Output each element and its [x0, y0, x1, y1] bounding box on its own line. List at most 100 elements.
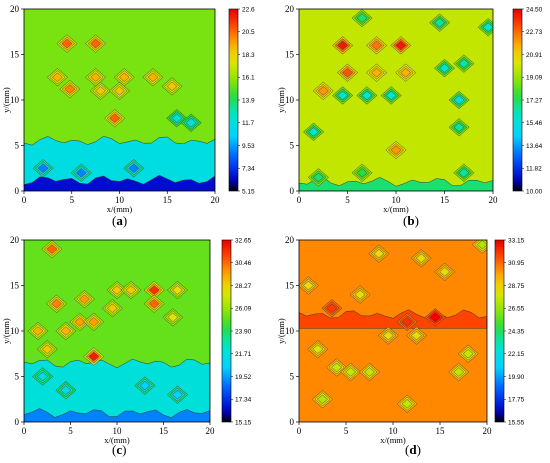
contour-spot: [361, 90, 373, 101]
contour-spot: [139, 380, 151, 391]
contour-spot: [118, 72, 130, 82]
contour-spot: [345, 367, 357, 377]
y-axis-label: y/(mm): [276, 318, 286, 344]
colorbar-tick-label: 26.55: [508, 306, 525, 313]
y-tick-label: 10: [285, 326, 295, 336]
x-axis-label: x/(mm): [107, 204, 133, 214]
colorbar-tick-label: 22.6: [242, 6, 255, 13]
field-layer: [24, 9, 215, 191]
contour-spot: [60, 326, 72, 336]
colorbar-tick-label: 23.90: [235, 328, 252, 335]
contour-spot: [46, 244, 58, 254]
contour-spot: [106, 303, 118, 313]
contour-spot: [41, 344, 53, 354]
contour-spot: [75, 168, 87, 178]
x-tick-label: 10: [392, 195, 402, 205]
colorbar-tick-label: 28.27: [235, 283, 252, 290]
x-tick-label: 0: [297, 426, 302, 436]
contour-spot: [434, 17, 446, 28]
panel-a: 0 5 10 15 20 0 5 10 15 20 x/(mm) y/(mm) 22.6 20.5 18.3…: [0, 0, 275, 231]
contour-spot: [317, 86, 329, 96]
panel-b: 0 5 10 15 20 0 5 10 15 20 x/(mm) y/(mm) 24.50 22.73 20…: [275, 0, 550, 231]
y-tick-label: 10: [285, 95, 295, 105]
contour-spot: [148, 285, 160, 295]
colorbar-tick-label: 20.91: [526, 52, 543, 59]
contour-spot: [90, 38, 102, 49]
colorbar-tick-label: 18.3: [242, 52, 255, 59]
contour-spot: [356, 13, 368, 23]
x-tick-label: 15: [159, 426, 169, 436]
contour-spot: [337, 40, 349, 51]
contour-spot: [167, 312, 179, 323]
colorbar-tick-label: 11.82: [526, 166, 542, 173]
contour-spot: [109, 113, 121, 123]
y-tick-label: 15: [10, 50, 20, 60]
contour-spot: [312, 344, 324, 354]
band-region: [24, 358, 210, 422]
heatmap-d: 0 5 10 15 20 0 5 10 15 20 x/(mm) y/(mm) 33.15 30.95 28…: [276, 235, 525, 445]
caption-d: (d): [405, 442, 421, 457]
contour-spot: [453, 367, 465, 377]
colorbar-tick-label: 15.15: [235, 419, 252, 426]
colorbar: [494, 239, 505, 423]
colorbar: [512, 8, 523, 192]
x-axis-label: x/(mm): [380, 435, 406, 445]
y-tick-label: 5: [15, 141, 20, 151]
contour-spot: [371, 68, 383, 78]
contour-spot: [51, 299, 62, 309]
x-tick-label: 20: [206, 426, 216, 436]
x-tick-label: 0: [22, 195, 27, 205]
contour-spot: [94, 86, 106, 96]
colorbar-tick-label: 7.34: [242, 166, 255, 173]
contour-spot: [64, 84, 76, 94]
colorbar-tick-label: 30.95: [508, 260, 525, 267]
y-tick-label: 20: [285, 235, 295, 245]
contour-spot: [385, 90, 397, 101]
y-tick-label: 5: [290, 141, 295, 151]
contour-spot: [439, 63, 450, 73]
contour-spot: [88, 351, 100, 362]
colorbar-tick-label: 24.50: [526, 6, 543, 13]
contour-spot: [125, 285, 137, 295]
y-axis-label: y/(mm): [1, 87, 11, 113]
contour-spot: [128, 163, 140, 173]
contour-spot: [317, 394, 328, 404]
band-region: [24, 174, 215, 191]
colorbar-tick-label: 26.09: [235, 306, 252, 313]
contour-spot: [32, 326, 44, 336]
colorbar-tick-label: 19.52: [235, 374, 252, 381]
caption-b: (b): [403, 213, 419, 228]
contour-spot: [308, 127, 319, 137]
contour-spot: [401, 317, 413, 327]
contour-spot: [90, 72, 102, 82]
y-tick-label: 10: [10, 326, 20, 336]
y-tick-label: 5: [290, 372, 295, 382]
field-layer: [299, 9, 493, 191]
contour-spot: [342, 68, 353, 78]
x-tick-label: 15: [440, 195, 450, 205]
contour-spot: [364, 367, 375, 377]
contour-spot: [326, 303, 338, 313]
y-tick-label: 15: [285, 281, 295, 291]
contour-spot: [147, 72, 159, 82]
caption-a: (a): [112, 213, 128, 228]
colorbar-tick-label: 17.27: [526, 97, 543, 104]
contour-spot: [373, 248, 385, 259]
contour-spot: [171, 113, 183, 123]
y-axis-label: y/(mm): [276, 87, 286, 113]
contour-spot: [453, 122, 465, 132]
contour-spot: [354, 289, 366, 300]
heatmap-a: 0 5 10 15 20 0 5 10 15 20 x/(mm) y/(mm) 22.6 20.5 18.3…: [1, 4, 255, 214]
colorbar-tick-label: 17.75: [508, 397, 525, 404]
contour-spot: [52, 72, 63, 82]
contour-spot: [114, 86, 125, 96]
colorbar-tick-label: 30.46: [235, 260, 252, 267]
colorbar-tick-label: 16.1: [242, 75, 255, 82]
x-tick-label: 20: [489, 195, 499, 205]
contour-spot: [88, 317, 100, 327]
contour-spot: [371, 40, 383, 51]
contour-spot: [458, 168, 470, 178]
colorbar-tick-label: 24.35: [508, 328, 525, 335]
field-layer: [24, 240, 210, 422]
y-tick-label: 0: [15, 186, 20, 196]
